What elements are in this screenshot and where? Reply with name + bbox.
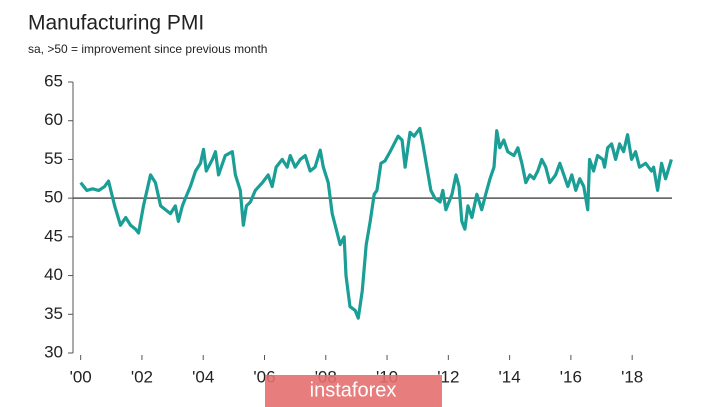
x-tick-label: '02: [131, 367, 153, 386]
x-tick-label: '00: [70, 367, 92, 386]
y-tick-label: 30: [44, 342, 63, 361]
watermark: instaforex: [310, 379, 397, 401]
y-tick-label: 35: [44, 304, 63, 323]
chart-title: Manufacturing PMI: [28, 12, 204, 35]
x-tick-label: '04: [192, 367, 214, 386]
x-tick-label: '12: [437, 367, 459, 386]
series-line: [79, 126, 673, 320]
y-tick-label: 40: [44, 265, 63, 284]
x-tick-label: '16: [560, 367, 582, 386]
y-tick-label: 45: [44, 226, 63, 245]
watermark-box: [265, 375, 442, 407]
y-tick-label: 65: [44, 71, 63, 90]
x-tick-label: '14: [499, 367, 521, 386]
y-tick-label: 60: [44, 110, 63, 129]
x-tick-label: '18: [621, 367, 643, 386]
chart-subtitle: sa, >50 = improvement since previous mon…: [28, 42, 267, 56]
y-tick-label: 50: [44, 188, 63, 207]
y-tick-label: 55: [44, 149, 63, 168]
